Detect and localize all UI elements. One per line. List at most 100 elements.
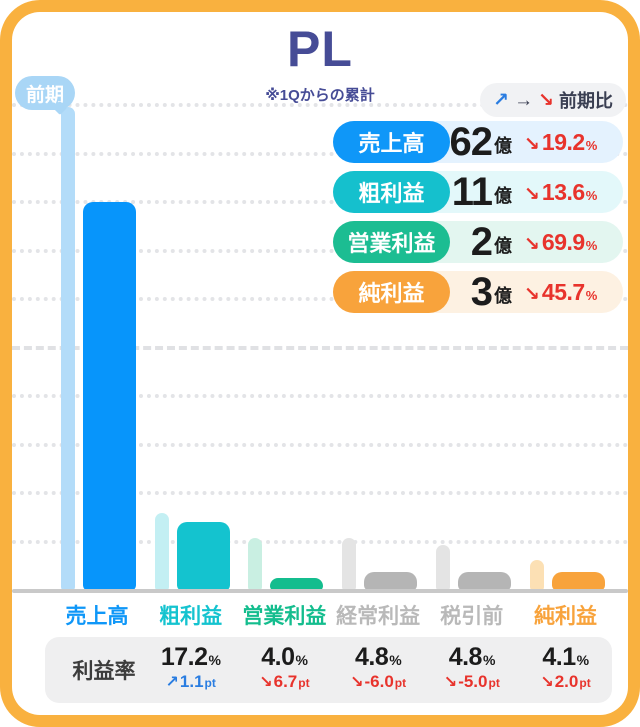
bar-prev-0 bbox=[61, 107, 75, 591]
margin-value-line: 17.2% bbox=[136, 644, 246, 670]
margin-value-unit: % bbox=[482, 652, 495, 668]
margin-value: 4.1 bbox=[542, 643, 576, 671]
margin-value: 4.8 bbox=[354, 643, 389, 671]
gridline bbox=[12, 200, 628, 204]
kpi-value: 11 bbox=[451, 169, 493, 214]
kpi-change: ↘ 13.6% bbox=[524, 179, 597, 206]
prev-period-label: 前期 bbox=[25, 84, 64, 106]
bar-prev-1 bbox=[154, 512, 169, 591]
gridline bbox=[12, 151, 628, 156]
category-label: 税引前 bbox=[440, 605, 504, 628]
trend-down-icon: ↘ bbox=[524, 233, 540, 255]
margin-delta-unit: pt bbox=[394, 676, 407, 691]
bar-prev-4 bbox=[435, 544, 450, 591]
kpi-unit: 億 bbox=[494, 286, 512, 307]
kpi-change: ↘ 45.7% bbox=[524, 279, 597, 306]
category-label: 経常利益 bbox=[336, 605, 421, 628]
category-label: 純利益 bbox=[534, 605, 597, 628]
kpi-pill: 純利益 bbox=[333, 271, 450, 313]
gridline bbox=[12, 394, 628, 398]
margin-value-unit: % bbox=[208, 652, 221, 668]
margin-delta: 2.0 bbox=[554, 672, 579, 692]
kpi-label: 営業利益 bbox=[347, 231, 436, 256]
page-title: PL bbox=[287, 21, 353, 77]
comparison-legend: ↗ → ↘ 前期比 bbox=[480, 83, 626, 117]
gridline bbox=[12, 539, 628, 544]
margin-delta-line: ↘-6.0pt bbox=[323, 673, 433, 692]
bar-current-0 bbox=[83, 201, 136, 591]
bar-current-3 bbox=[364, 572, 418, 591]
margin-column: 17.2% ↗1.1pt bbox=[136, 644, 246, 692]
bar-current-4 bbox=[457, 572, 511, 591]
margin-delta: 1.1 bbox=[179, 672, 204, 692]
kpi-unit: 億 bbox=[494, 236, 512, 257]
subtitle: ※1Qからの累計 bbox=[265, 87, 375, 104]
gridline bbox=[12, 248, 628, 253]
margin-value-line: 4.8% bbox=[323, 644, 433, 670]
margin-delta-unit: pt bbox=[488, 676, 500, 691]
margin-value: 4.0 bbox=[261, 643, 295, 671]
kpi-pill: 売上高 bbox=[333, 121, 450, 163]
margin-row-label: 利益率 bbox=[72, 660, 136, 683]
margin-delta-line: ↗1.1pt bbox=[136, 673, 246, 692]
margin-delta-line: ↘2.0pt bbox=[511, 673, 621, 692]
margin-value-line: 4.1% bbox=[511, 644, 621, 670]
kpi-row: 純利益 3 億 ↘ 45.7% bbox=[333, 271, 623, 313]
margin-delta: -6.0 bbox=[364, 672, 394, 692]
trend-down-icon: ↘ bbox=[538, 89, 554, 111]
gridline bbox=[12, 491, 628, 495]
margin-delta-line: ↘6.7pt bbox=[229, 673, 339, 692]
kpi-change-unit: % bbox=[585, 237, 598, 253]
kpi-change-unit: % bbox=[585, 287, 598, 303]
margin-column: 4.1% ↘2.0pt bbox=[511, 644, 621, 692]
kpi-row: 売上高 62 億 ↘ 19.2% bbox=[333, 121, 623, 163]
trend-down-icon: ↘ bbox=[524, 133, 540, 155]
kpi-pill: 粗利益 bbox=[333, 171, 450, 213]
kpi-value: 3 bbox=[470, 269, 493, 314]
trend-down-icon: ↘ bbox=[540, 674, 554, 692]
axis-baseline bbox=[12, 589, 628, 593]
bar-prev-5 bbox=[529, 559, 544, 591]
margin-value: 17.2 bbox=[160, 643, 208, 671]
margin-column: 4.8% ↘-5.0pt bbox=[417, 644, 527, 692]
kpi-change: ↘ 19.2% bbox=[524, 129, 597, 156]
kpi-value: 2 bbox=[470, 219, 493, 264]
bar-current-2 bbox=[270, 578, 324, 591]
margin-delta-unit: pt bbox=[298, 676, 310, 691]
margin-value-line: 4.0% bbox=[229, 644, 339, 670]
trend-up-icon: ↗ bbox=[493, 89, 510, 111]
margin-panel: 利益率 17.2% ↗1.1pt 4.0% ↘6.7pt 4.8% ↘-6.0pt 4.8%… bbox=[45, 637, 612, 703]
kpi-change-unit: % bbox=[585, 187, 598, 203]
kpi-value-group: 62 億 bbox=[450, 122, 513, 162]
kpi-row: 粗利益 11 億 ↘ 13.6% bbox=[333, 171, 623, 213]
card: PL ※1Qからの累計 前期 ↗ → ↘ 前期比 売上高 粗利益 営業利益 経常利益 税引前純… bbox=[12, 12, 628, 715]
margin-delta: 6.7 bbox=[273, 672, 298, 692]
margin-value-unit: % bbox=[389, 652, 402, 668]
trend-down-icon: ↘ bbox=[443, 674, 458, 692]
kpi-label: 売上高 bbox=[358, 131, 425, 156]
prev-period-badge: 前期 bbox=[15, 76, 75, 110]
margin-value-line: 4.8% bbox=[417, 644, 527, 670]
margin-value: 4.8 bbox=[448, 643, 483, 671]
margin-delta: -5.0 bbox=[458, 672, 488, 692]
kpi-row: 営業利益 2 億 ↘ 69.9% bbox=[333, 221, 623, 263]
kpi-list: 売上高 62 億 ↘ 19.2% 粗利益 11 億 ↘ 13.6% 営業利益 2 億 ↘ 69.9% 純利益 3… bbox=[333, 121, 623, 313]
bar-current-1 bbox=[176, 521, 230, 591]
bar-prev-2 bbox=[248, 538, 263, 591]
kpi-change: ↘ 69.9% bbox=[524, 229, 597, 256]
kpi-pill: 営業利益 bbox=[333, 221, 450, 263]
category-label: 営業利益 bbox=[242, 605, 327, 628]
category-label: 売上高 bbox=[65, 605, 129, 628]
kpi-label: 純利益 bbox=[358, 281, 425, 306]
margin-delta-unit: pt bbox=[579, 676, 591, 691]
gridline bbox=[12, 103, 628, 107]
gridline bbox=[12, 442, 628, 447]
comparison-legend-label: 前期比 bbox=[559, 91, 613, 111]
kpi-label: 粗利益 bbox=[358, 181, 425, 206]
margin-delta-line: ↘-5.0pt bbox=[417, 673, 527, 692]
trend-down-icon: ↘ bbox=[524, 183, 540, 205]
margin-value-unit: % bbox=[295, 652, 308, 668]
margin-delta-unit: pt bbox=[204, 676, 216, 691]
